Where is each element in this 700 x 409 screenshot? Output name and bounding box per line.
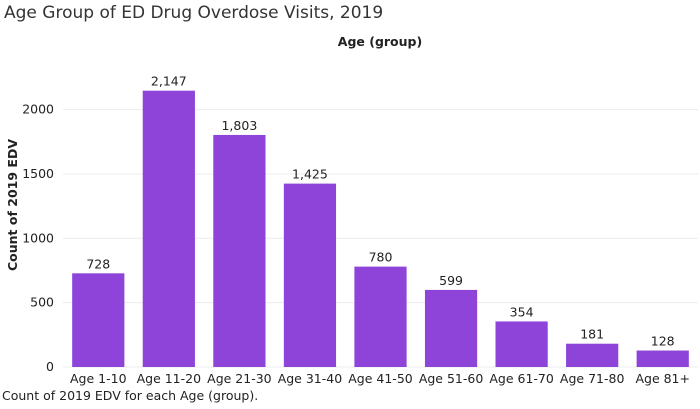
bar[interactable] bbox=[636, 350, 689, 367]
data-label: 728 bbox=[86, 256, 110, 271]
x-tick-label: Age 41-50 bbox=[348, 371, 413, 386]
y-tick-label: 1500 bbox=[22, 166, 54, 181]
x-axis-ticks: Age 1-10 Age 11-20 Age 21-30 Age 31-40 Age 4… bbox=[70, 371, 690, 386]
x-tick-label: Age 1-10 bbox=[70, 371, 127, 386]
chart-title: Age Group of ED Drug Overdose Visits, 20… bbox=[4, 3, 384, 23]
y-axis-title: Count of 2019 EDV bbox=[5, 139, 20, 271]
y-tick-label: 0 bbox=[46, 359, 54, 374]
x-tick-label: Age 71-80 bbox=[560, 371, 625, 386]
bar[interactable] bbox=[354, 266, 407, 367]
bar[interactable] bbox=[424, 289, 478, 367]
bar[interactable] bbox=[72, 273, 125, 367]
x-tick-label: Age 81+ bbox=[635, 371, 690, 386]
data-label: 599 bbox=[439, 273, 463, 288]
bars bbox=[72, 90, 689, 368]
data-label: 1,803 bbox=[221, 118, 257, 133]
data-label: 780 bbox=[369, 250, 393, 265]
bar[interactable] bbox=[213, 134, 266, 367]
data-label: 128 bbox=[651, 334, 675, 349]
data-label: 354 bbox=[510, 304, 534, 319]
chart-caption: Count of 2019 EDV for each Age (group). bbox=[2, 388, 259, 403]
x-tick-label: Age 11-20 bbox=[137, 371, 202, 386]
y-tick-label: 500 bbox=[30, 295, 54, 310]
x-tick-label: Age 61-70 bbox=[489, 371, 554, 386]
bar[interactable] bbox=[566, 343, 619, 367]
bar[interactable] bbox=[495, 321, 548, 367]
y-axis-ticks: 0 500 1000 1500 2000 bbox=[22, 102, 54, 374]
column-header: Age (group) bbox=[338, 34, 422, 49]
data-label: 181 bbox=[580, 327, 604, 342]
x-tick-label: Age 21-30 bbox=[207, 371, 272, 386]
bar[interactable] bbox=[142, 90, 195, 368]
bar-chart: Age (group) Count of 2019 EDV 0 500 1000 15… bbox=[5, 34, 698, 386]
data-label: 2,147 bbox=[151, 74, 187, 89]
data-labels: 728 2,147 1,803 1,425 780 599 354 181 128 bbox=[86, 74, 674, 349]
x-tick-label: Age 31-40 bbox=[278, 371, 343, 386]
bar[interactable] bbox=[283, 183, 337, 367]
data-label: 1,425 bbox=[292, 167, 328, 182]
x-tick-label: Age 51-60 bbox=[419, 371, 484, 386]
y-tick-label: 2000 bbox=[22, 102, 54, 117]
y-tick-label: 1000 bbox=[22, 230, 54, 245]
